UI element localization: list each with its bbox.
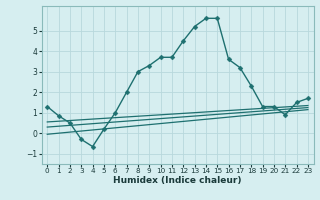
X-axis label: Humidex (Indice chaleur): Humidex (Indice chaleur) [113, 176, 242, 185]
